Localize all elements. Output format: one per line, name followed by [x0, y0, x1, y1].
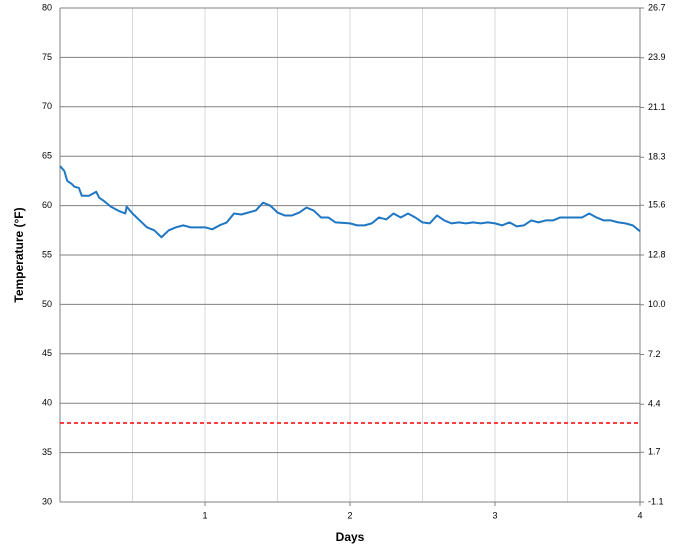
x-tick-label: 1	[202, 510, 207, 520]
y-tick-label: 35	[42, 447, 52, 457]
y2-tick-label: 18.3	[648, 152, 666, 162]
y-tick-label: 30	[42, 496, 52, 506]
y-tick-label: 65	[42, 151, 52, 161]
y-tick-label: 45	[42, 348, 52, 358]
y-tick-label: 75	[42, 52, 52, 62]
y-tick-label: 50	[42, 299, 52, 309]
y-tick-label: 60	[42, 200, 52, 210]
y2-tick-label: 26.7	[648, 2, 666, 12]
x-tick-label: 4	[637, 510, 642, 520]
y2-tick-label: 23.9	[648, 52, 666, 62]
x-tick-label: 2	[347, 510, 352, 520]
y2-tick-label: -1.1	[648, 496, 664, 506]
data-line	[59, 165, 641, 239]
y-tick-label: 70	[42, 101, 52, 111]
y2-tick-label: 15.6	[648, 200, 666, 210]
x-axis-title: Days	[336, 530, 365, 544]
y-tick-label: 55	[42, 249, 52, 259]
y2-tick-label: 4.4	[648, 399, 661, 409]
y2-tick-label: 10.0	[648, 299, 666, 309]
x-tick-label: 3	[492, 510, 497, 520]
y2-tick-label: 1.7	[648, 447, 661, 457]
y-tick-label: 40	[42, 398, 52, 408]
y-tick-label: 80	[42, 2, 52, 12]
y2-tick-label: 21.1	[648, 102, 666, 112]
y2-tick-label: 7.2	[648, 349, 661, 359]
y-axis-title: Temperature (°F)	[12, 207, 26, 302]
y2-tick-label: 12.8	[648, 249, 666, 259]
